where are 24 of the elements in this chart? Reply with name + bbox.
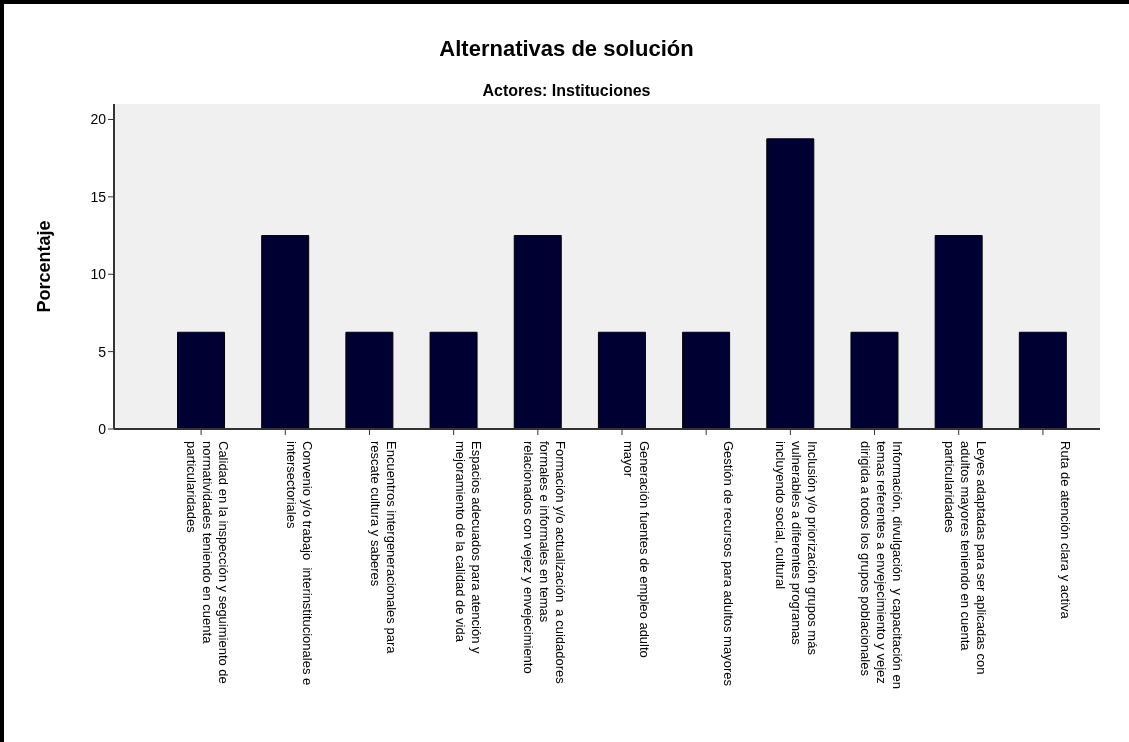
bar: [766, 138, 815, 429]
y-tick-label: 0: [98, 420, 107, 437]
chart-title: Alternativas de solución: [438, 36, 695, 62]
bar: [429, 331, 478, 429]
x-tick-label: Generación fuentes de empleo adulto mayor: [621, 441, 652, 658]
bar: [597, 331, 646, 429]
bar: [513, 235, 562, 429]
y-tick-label: 20: [90, 111, 107, 128]
chart-subtitle: Actores: Instituciones: [481, 82, 652, 100]
bar: [345, 331, 394, 429]
x-tick-label: Gestión de recursos para adultos mayores: [721, 441, 737, 687]
bar: [850, 331, 899, 429]
y-tick-label: 15: [90, 188, 107, 205]
bar: [934, 235, 983, 429]
bar: [261, 235, 310, 429]
y-tick-label: 10: [90, 266, 107, 283]
x-tick-label: Inclusión y/o priorización grupos más vulnerables a diferentes programas incluyendo social, cultural: [773, 441, 821, 656]
x-tick-label: Calidad en la inspección y seguimiento de normatividades teniendo en cuenta particularidades: [184, 441, 232, 684]
y-axis-title: Porcentaje: [34, 220, 55, 313]
x-tick-label: Ruta de atención clara y activa: [1057, 441, 1073, 620]
bar: [682, 331, 731, 429]
bar: [177, 331, 226, 429]
y-tick-label: 5: [98, 343, 107, 360]
bar: [1018, 331, 1067, 429]
